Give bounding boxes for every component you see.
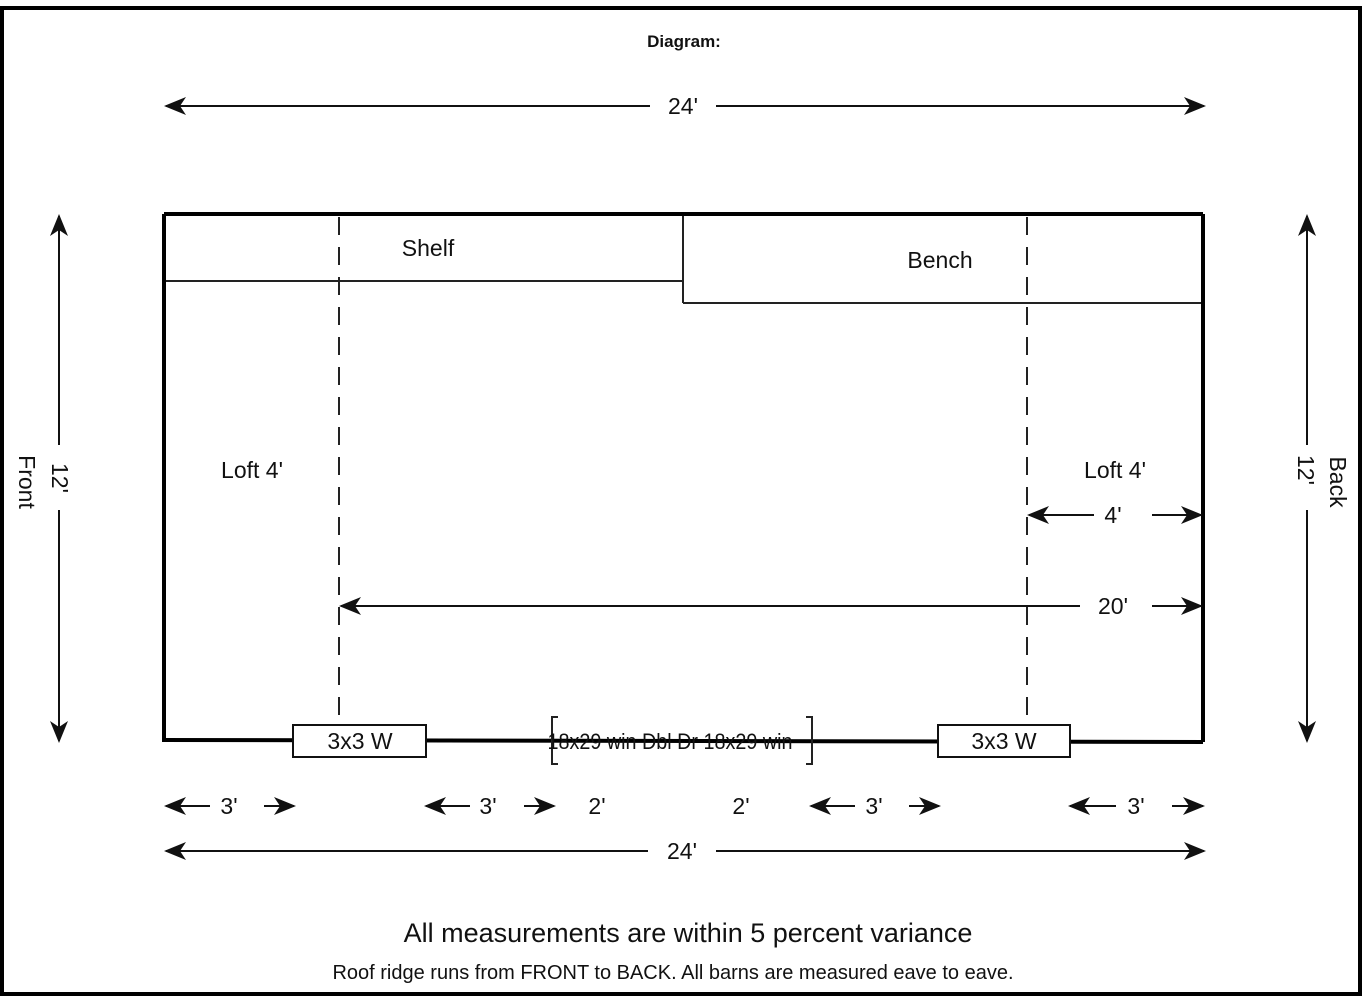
segment-dim-2: 3' [479,793,496,819]
diagram-title: Diagram: [647,32,721,51]
right-dimension-label: 12' [1293,455,1319,485]
page-border [0,6,1362,996]
door-bracket-right [806,716,813,765]
left-dimension-label: 12' [47,463,73,493]
window-right [937,724,1071,758]
front-label: Front [14,455,40,509]
segment-dim-1: 3' [220,793,237,819]
top-dimension-label: 24' [668,93,698,119]
loft-right-label: Loft 4' [1084,457,1146,483]
door-bracket-left [551,716,558,765]
ridge-note: Roof ridge runs from FRONT to BACK. All … [332,962,1013,984]
segment-dim-4: 2' [732,793,749,819]
segment-dim-6: 3' [1127,793,1144,819]
variance-note: All measurements are within 5 percent va… [404,918,973,948]
window-right-label: 3x3 W [971,728,1036,754]
window-left [292,724,427,758]
four-dim-label: 4' [1104,502,1121,528]
segment-dim-5: 3' [865,793,882,819]
door-label: 18x29 win Dbl Dr 18x29 win [548,729,793,754]
back-label: Back [1325,456,1351,508]
bench-label: Bench [907,247,972,273]
window-left-label: 3x3 W [327,728,392,754]
shelf-label: Shelf [402,235,455,261]
loft-left-label: Loft 4' [221,457,283,483]
twenty-dim-label: 20' [1098,593,1128,619]
bottom-dimension-label: 24' [667,838,697,864]
segment-dim-3: 2' [588,793,605,819]
